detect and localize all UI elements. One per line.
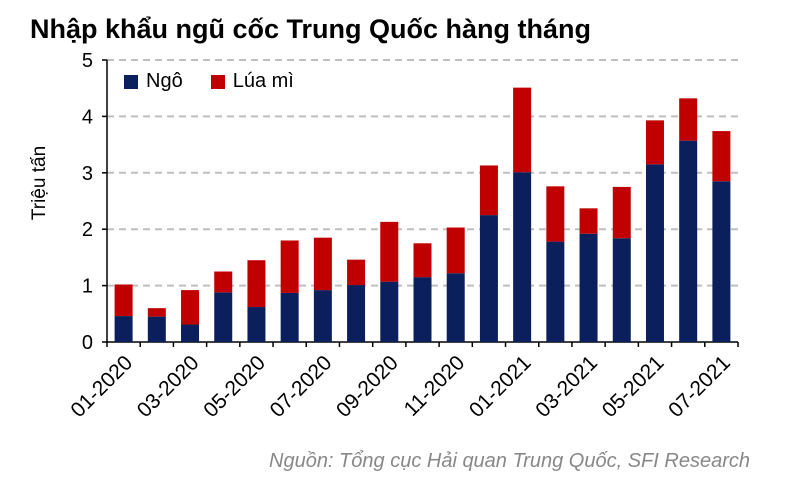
bar-wheat bbox=[313, 237, 332, 291]
bar-corn bbox=[513, 172, 532, 342]
bar-wheat bbox=[347, 259, 366, 286]
x-tick-label: 07-2020 bbox=[266, 351, 337, 422]
y-tick-label: 2 bbox=[82, 219, 93, 241]
bar-wheat bbox=[513, 87, 532, 173]
bar-wheat bbox=[712, 131, 731, 182]
x-tick-label: 07-2021 bbox=[664, 351, 735, 422]
bar-wheat bbox=[181, 290, 200, 325]
bar-wheat bbox=[479, 165, 498, 216]
legend-label-corn: Ngô bbox=[146, 70, 183, 92]
bar-corn bbox=[247, 307, 266, 342]
x-tick-label: 05-2020 bbox=[199, 351, 270, 422]
bar-wheat bbox=[413, 243, 432, 278]
legend: Ngô Lúa mì bbox=[124, 70, 312, 93]
x-tick-label: 03-2020 bbox=[133, 351, 204, 422]
bar-wheat bbox=[645, 120, 664, 165]
bar-wheat bbox=[214, 271, 233, 293]
bar-corn bbox=[579, 233, 598, 342]
y-tick-label: 1 bbox=[82, 276, 93, 298]
chart-title: Nhập khẩu ngũ cốc Trung Quốc hàng tháng bbox=[30, 14, 592, 44]
y-tick-label: 4 bbox=[82, 106, 93, 128]
bar-wheat bbox=[147, 308, 166, 317]
bar-corn bbox=[347, 285, 366, 342]
y-tick-label: 0 bbox=[82, 332, 93, 354]
x-tick-label: 09-2020 bbox=[332, 351, 403, 422]
bar-corn bbox=[712, 181, 731, 342]
bar-wheat bbox=[546, 186, 565, 242]
bar-wheat bbox=[446, 227, 465, 274]
bar-corn bbox=[546, 241, 565, 342]
bar-corn bbox=[446, 273, 465, 342]
x-tick-label: 05-2021 bbox=[598, 351, 669, 422]
bar-corn bbox=[479, 215, 498, 342]
x-tick-label: 01-2021 bbox=[465, 351, 536, 422]
bar-wheat bbox=[114, 284, 133, 317]
y-tick-label: 3 bbox=[82, 163, 93, 185]
legend-label-wheat: Lúa mì bbox=[232, 70, 294, 92]
bar-corn bbox=[679, 140, 698, 342]
y-tick-label: 5 bbox=[82, 50, 93, 72]
x-tick-label: 11-2020 bbox=[400, 351, 470, 421]
bar-corn bbox=[380, 281, 399, 342]
bar-corn bbox=[147, 316, 166, 342]
bar-corn bbox=[181, 324, 200, 342]
bar-wheat bbox=[679, 98, 698, 141]
legend-swatch-wheat bbox=[210, 74, 225, 89]
bar-corn bbox=[280, 292, 299, 342]
y-axis-label: Triệu tấn bbox=[29, 146, 50, 220]
legend-swatch-corn bbox=[124, 74, 138, 89]
legend-item-wheat: Lúa mì bbox=[210, 70, 294, 93]
bar-wheat bbox=[247, 260, 266, 308]
bar-corn bbox=[313, 290, 332, 342]
bar-wheat bbox=[380, 221, 399, 282]
bar-corn bbox=[114, 316, 133, 342]
x-tick-label: 03-2021 bbox=[531, 351, 602, 422]
bar-corn bbox=[413, 277, 432, 342]
legend-item-corn: Ngô bbox=[124, 70, 183, 93]
x-tick-label: 01-2020 bbox=[66, 351, 137, 422]
bar-wheat bbox=[612, 186, 631, 239]
bar-corn bbox=[612, 238, 631, 342]
bar-wheat bbox=[280, 240, 299, 293]
bar-wheat bbox=[579, 208, 598, 234]
source-note: Nguồn: Tổng cục Hải quan Trung Quốc, SFI… bbox=[269, 450, 750, 472]
bar-corn bbox=[214, 292, 233, 342]
bar-corn bbox=[645, 164, 664, 342]
